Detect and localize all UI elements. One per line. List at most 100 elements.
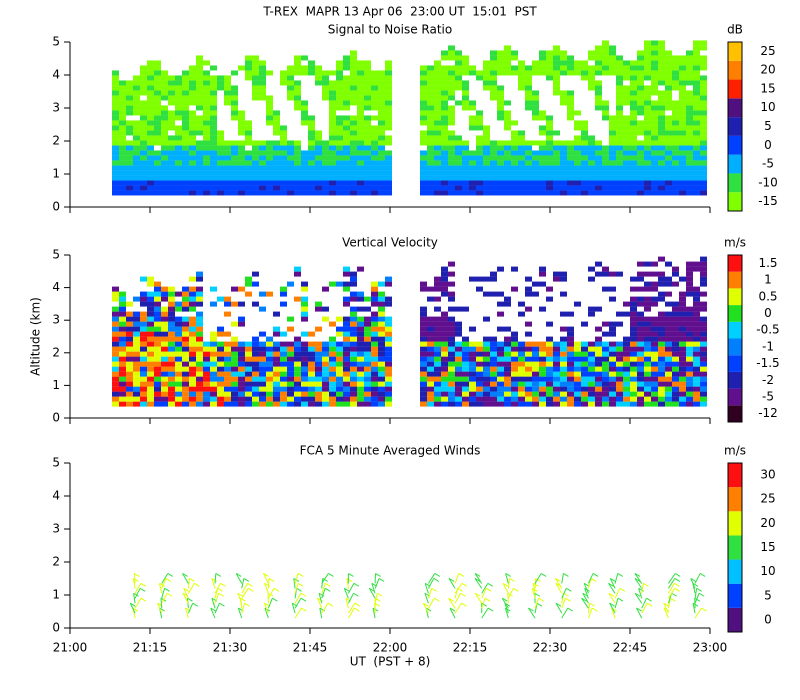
field-cell xyxy=(196,366,203,372)
field-cell xyxy=(161,165,168,171)
field-cell xyxy=(133,376,140,382)
field-cell xyxy=(560,140,567,146)
field-cell xyxy=(469,326,476,332)
field-cell xyxy=(504,120,511,126)
field-cell xyxy=(525,190,532,196)
field-cell xyxy=(518,65,525,71)
field-cell xyxy=(686,356,693,362)
wind-barb xyxy=(634,573,641,577)
field-cell xyxy=(329,155,336,161)
wind-barb xyxy=(563,592,569,597)
field-cell xyxy=(651,321,658,327)
field-cell xyxy=(210,155,217,161)
field-cell xyxy=(119,115,126,121)
field-cell xyxy=(700,125,707,131)
field-cell xyxy=(679,80,686,86)
field-cell xyxy=(602,346,609,352)
field-cell xyxy=(168,135,175,141)
field-cell xyxy=(672,371,679,377)
field-cell xyxy=(252,55,259,61)
wind-barb xyxy=(164,587,170,592)
field-cell xyxy=(385,401,392,407)
field-cell xyxy=(644,145,651,151)
field-cell xyxy=(686,321,693,327)
field-cell xyxy=(448,75,455,81)
field-cell xyxy=(196,296,203,302)
field-cell xyxy=(567,105,574,111)
field-cell xyxy=(196,301,203,307)
field-cell xyxy=(560,291,567,297)
field-cell xyxy=(371,321,378,327)
field-cell xyxy=(350,276,357,282)
field-cell xyxy=(126,140,133,146)
field-cell xyxy=(630,346,637,352)
field-cell xyxy=(560,170,567,176)
field-cell xyxy=(259,65,266,71)
field-cell xyxy=(294,185,301,191)
field-cell xyxy=(700,100,707,106)
field-cell xyxy=(665,261,672,267)
field-cell xyxy=(483,70,490,76)
field-cell xyxy=(175,356,182,362)
field-cell xyxy=(602,321,609,327)
field-cell xyxy=(553,381,560,387)
field-cell xyxy=(532,371,539,377)
field-cell xyxy=(609,170,616,176)
field-cell xyxy=(672,381,679,387)
field-cell xyxy=(462,381,469,387)
field-cell xyxy=(161,286,168,292)
field-cell xyxy=(112,165,119,171)
field-cell xyxy=(133,90,140,96)
field-cell xyxy=(637,95,644,101)
field-cell xyxy=(427,135,434,141)
field-cell xyxy=(665,125,672,131)
field-cell xyxy=(644,65,651,71)
field-cell xyxy=(182,115,189,121)
field-cell xyxy=(196,376,203,382)
field-cell xyxy=(623,396,630,402)
field-cell xyxy=(483,386,490,392)
field-cell xyxy=(315,341,322,347)
colorbar-segment xyxy=(728,583,742,608)
field-cell xyxy=(147,115,154,121)
field-cell xyxy=(434,165,441,171)
field-cell xyxy=(455,75,462,81)
field-cell xyxy=(322,145,329,151)
field-cell xyxy=(434,150,441,156)
field-cell xyxy=(266,100,273,106)
field-cell xyxy=(441,341,448,347)
field-cell xyxy=(357,291,364,297)
field-cell xyxy=(602,366,609,372)
wind-barb xyxy=(427,573,436,584)
wind-barb xyxy=(353,582,360,587)
field-cell xyxy=(301,286,308,292)
field-cell xyxy=(203,140,210,146)
wind-barb xyxy=(264,607,269,619)
field-cell xyxy=(560,326,567,332)
field-cell xyxy=(637,170,644,176)
field-cell xyxy=(651,366,658,372)
field-cell xyxy=(665,130,672,136)
field-cell xyxy=(644,336,651,342)
field-cell xyxy=(329,110,336,116)
field-cell xyxy=(161,80,168,86)
field-cell xyxy=(245,65,252,71)
field-cell xyxy=(462,190,469,196)
field-cell xyxy=(371,281,378,287)
field-cell xyxy=(441,125,448,131)
field-cell xyxy=(672,100,679,106)
field-cell xyxy=(567,185,574,191)
field-cell xyxy=(336,135,343,141)
field-cell xyxy=(252,175,259,181)
field-cell xyxy=(189,366,196,372)
x-tick-label: 21:45 xyxy=(293,641,328,655)
field-cell xyxy=(322,376,329,382)
field-cell xyxy=(560,175,567,181)
field-cell xyxy=(693,55,700,61)
field-cell xyxy=(238,150,245,156)
field-cell xyxy=(126,190,133,196)
field-cell xyxy=(441,185,448,191)
field-cell xyxy=(693,130,700,136)
field-cell xyxy=(700,391,707,397)
field-cell xyxy=(623,170,630,176)
